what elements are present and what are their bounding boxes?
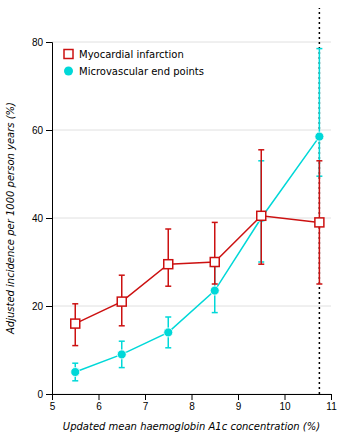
error-bar-stem (214, 222, 216, 284)
error-bar-cap (119, 367, 125, 369)
legend: Myocardial infarction Microvascular end p… (64, 49, 204, 77)
error-bar-cap (119, 340, 125, 342)
x-axis: 5 6 7 8 9 10 11 (50, 394, 337, 412)
tick-label: 10 (279, 401, 291, 412)
grid-line (52, 42, 331, 43)
point (164, 328, 173, 337)
error-bar (165, 229, 171, 286)
series (71, 49, 324, 381)
tick: 5 (50, 394, 56, 412)
axis-line (46, 43, 53, 395)
tick: 20 (32, 301, 52, 312)
series-line (75, 137, 319, 372)
tick: 7 (143, 394, 149, 412)
point (210, 286, 219, 295)
tick-mark (331, 394, 332, 400)
tick-label: 9 (236, 401, 242, 412)
tick-label: 11 (326, 401, 337, 412)
tick-label: 8 (189, 401, 195, 412)
chart: 567891011020406080Myocardial infarctionM… (0, 0, 347, 440)
y-axis-title: Adjusted incidence per 1000 person years… (5, 102, 16, 335)
legend-label: Myocardial infarction (79, 49, 184, 60)
point (315, 218, 324, 227)
tick-mark (46, 130, 52, 131)
tick: 9 (236, 394, 242, 412)
error-bar (212, 222, 218, 284)
tick-label: 40 (32, 213, 44, 224)
tick-mark (145, 394, 146, 400)
point (71, 319, 80, 328)
grid-line (52, 130, 331, 131)
data (71, 49, 324, 381)
tick-label: 7 (143, 401, 149, 412)
tick-label: 0 (37, 389, 43, 400)
legend-item: Microvascular end points (64, 66, 204, 77)
error-bar-stem (168, 229, 170, 286)
tick: 10 (279, 394, 291, 412)
reference-line (319, 8, 321, 394)
y-axis: 0 20 40 60 80 (32, 37, 53, 400)
point (71, 368, 80, 377)
error-bar-cap (165, 316, 171, 318)
tick-mark (46, 218, 52, 219)
error-bar-cap (258, 263, 264, 265)
error-bar-cap (165, 228, 171, 230)
point (210, 258, 219, 267)
error-bar-cap (212, 312, 218, 314)
error-bar-cap (119, 274, 125, 276)
error-bar-cap (165, 285, 171, 287)
tick: 0 (37, 389, 52, 400)
error-bar-cap (316, 283, 322, 285)
error-bar-cap (72, 380, 78, 382)
grid (52, 42, 331, 394)
tick-label: 5 (50, 401, 56, 412)
error-bar-cap (72, 345, 78, 347)
tick-mark (285, 394, 286, 400)
tick-mark (238, 394, 239, 400)
point (164, 260, 173, 269)
legend-label: Microvascular end points (79, 66, 204, 77)
tick-mark (46, 394, 52, 395)
error-bar-cap (316, 160, 322, 162)
series (71, 150, 324, 346)
tick-label: 6 (96, 401, 102, 412)
legend-symbol (64, 67, 73, 76)
point (257, 211, 266, 220)
grid-line (52, 306, 331, 307)
tick-label: 80 (32, 37, 44, 48)
error-bar-cap (258, 149, 264, 151)
error-bar (316, 49, 322, 177)
tick-label: 20 (32, 301, 44, 312)
error-bar-cap (72, 362, 78, 364)
tick: 11 (326, 394, 337, 412)
tick: 6 (96, 394, 102, 412)
series-line (75, 216, 319, 324)
point (117, 350, 126, 359)
tick-label: 60 (32, 125, 44, 136)
error-bar-cap (119, 325, 125, 327)
x-axis-title: Updated mean haemoglobin A1c concentrati… (63, 421, 320, 432)
error-bar-cap (72, 303, 78, 305)
tick-mark (192, 394, 193, 400)
plot: 567891011020406080Myocardial infarctionM… (32, 8, 337, 412)
legend-item: Myocardial infarction (64, 49, 184, 60)
error-bar-stem (261, 150, 263, 264)
error-bar (258, 150, 264, 264)
axis-line (53, 395, 332, 401)
point (117, 297, 126, 306)
error-bar-cap (212, 222, 218, 224)
error-bar-stem (319, 49, 321, 177)
error-bar-cap (212, 283, 218, 285)
tick-mark (99, 394, 100, 400)
tick-mark (46, 306, 52, 307)
error-bar-cap (316, 48, 322, 50)
tick: 80 (32, 37, 52, 48)
error-bar-cap (165, 347, 171, 349)
tick-mark (46, 42, 52, 43)
point (315, 132, 324, 141)
tick: 60 (32, 125, 52, 136)
tick: 40 (32, 213, 52, 224)
legend-symbol (64, 50, 73, 59)
tick: 8 (189, 394, 195, 412)
